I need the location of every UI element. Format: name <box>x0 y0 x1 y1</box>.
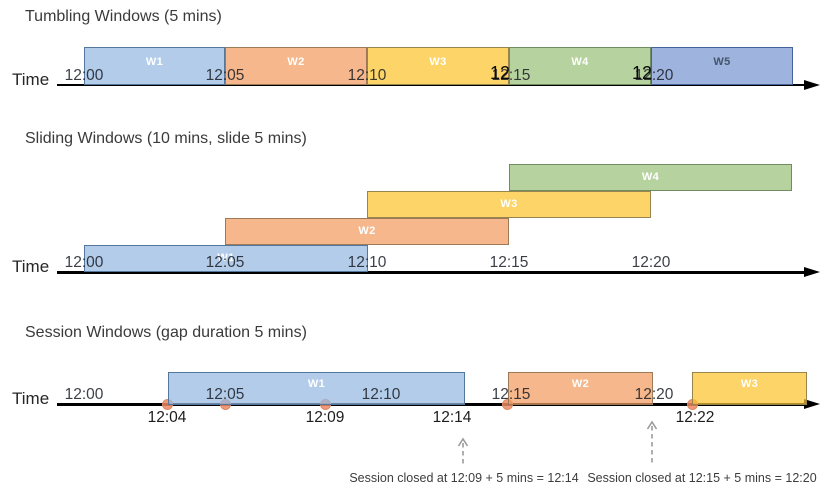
tick-label-bold: 12 <box>489 63 510 83</box>
event-time-label: 12:14 <box>432 409 472 426</box>
window-label: W2 <box>287 56 305 68</box>
window-label: W3 <box>429 56 447 68</box>
window-label: W1 <box>217 252 235 264</box>
window-label: W1 <box>145 56 164 68</box>
time-axis-label: Time <box>12 257 50 276</box>
window-label: W2 <box>571 378 590 390</box>
window-label: W3 <box>740 378 759 390</box>
tick-label: 12:15 <box>491 67 531 84</box>
window-bar-w4: W4 <box>509 164 792 191</box>
tick-label: 12:10 <box>361 386 401 403</box>
window-label: W4 <box>641 171 660 183</box>
section-title-sliding: Sliding Windows (10 mins, slide 5 mins) <box>25 130 307 147</box>
time-axis-line <box>57 84 806 86</box>
event-time-label: 12:09 <box>305 409 345 426</box>
time-axis-line <box>57 271 806 274</box>
tick-label: 12:20 <box>631 254 671 271</box>
window-label: W2 <box>358 225 376 237</box>
window-bar-w2: W2 <box>225 218 509 245</box>
tick-label: 12:10 <box>347 67 387 84</box>
window-label: W1 <box>307 378 326 390</box>
window-label: W3 <box>500 198 518 210</box>
session-close-arrow-icon <box>456 437 470 467</box>
section-title-tumbling: Tumbling Windows (5 mins) <box>25 8 222 25</box>
window-label: W5 <box>713 56 731 68</box>
session-annotation: Session closed at 12:09 + 5 mins = 12:14 <box>349 471 579 485</box>
tick-label: 12:05 <box>205 386 245 403</box>
axis-arrowhead-icon <box>804 399 820 409</box>
window-bar-w1: W1 <box>84 47 225 85</box>
tick-label: 12:00 <box>64 67 104 84</box>
window-bar-w2: W2 <box>508 372 653 405</box>
tick-label: 12:00 <box>64 254 104 271</box>
tick-label: 12:05 <box>205 254 245 271</box>
window-bar-w4: W4 <box>509 47 651 85</box>
tick-label: 12:20 <box>634 67 674 84</box>
time-axis-label: Time <box>12 389 50 408</box>
session-close-arrow-icon <box>645 420 659 467</box>
session-annotation: Session closed at 12:15 + 5 mins = 12:20 <box>587 471 817 485</box>
tick-label: 12:15 <box>489 254 529 271</box>
axis-arrowhead-icon <box>804 267 820 277</box>
tick-label: 12:00 <box>64 386 104 403</box>
tick-label: 12:20 <box>634 386 674 403</box>
event-time-label: 12:22 <box>675 409 715 426</box>
tick-label: 12:05 <box>205 67 245 84</box>
tick-label: 12:15 <box>491 386 531 403</box>
tick-label: 12:10 <box>347 254 387 271</box>
window-bar-w2: W2 <box>225 47 367 85</box>
event-time-label: 12:04 <box>147 409 187 426</box>
axis-arrowhead-icon <box>804 79 820 90</box>
window-label: W4 <box>571 56 589 68</box>
window-bar-w1: W1 <box>168 372 465 405</box>
tick-label-bold: 12 <box>631 63 652 83</box>
window-bar-w3: W3 <box>367 47 509 85</box>
window-bar-w5: W5 <box>651 47 793 85</box>
window-bar-w3: W3 <box>692 372 807 405</box>
section-title-session: Session Windows (gap duration 5 mins) <box>25 324 307 341</box>
window-bar-w3: W3 <box>367 191 651 218</box>
time-axis-label: Time <box>12 70 50 89</box>
window-bar-w1: W1 <box>84 245 368 272</box>
